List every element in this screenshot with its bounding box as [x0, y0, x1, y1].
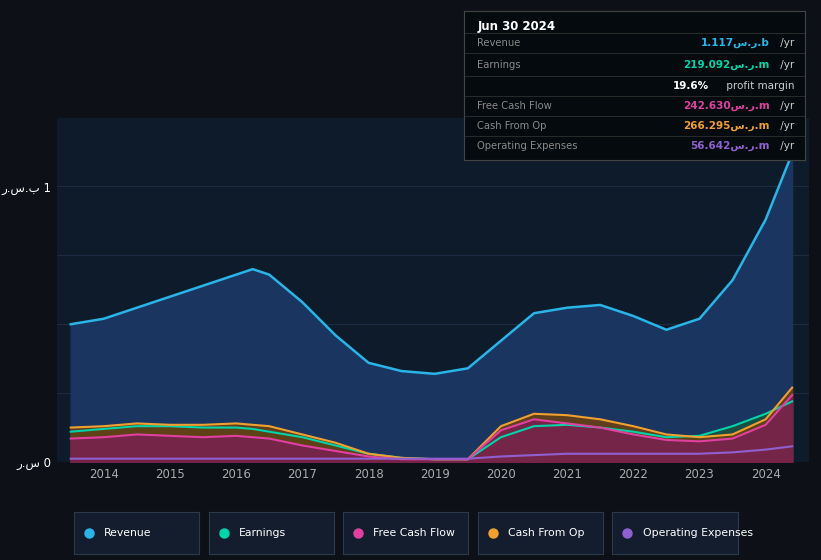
Text: /yr: /yr	[777, 38, 795, 48]
Text: Operating Expenses: Operating Expenses	[643, 529, 753, 538]
Text: 1.117س.ر.b: 1.117س.ر.b	[701, 38, 770, 48]
Text: 242.630س.ر.m: 242.630س.ر.m	[683, 101, 770, 111]
Text: /yr: /yr	[777, 141, 795, 151]
Text: /yr: /yr	[777, 101, 795, 111]
Text: Earnings: Earnings	[239, 529, 286, 538]
Text: 19.6%: 19.6%	[672, 81, 709, 91]
Text: Revenue: Revenue	[104, 529, 151, 538]
Text: /yr: /yr	[777, 59, 795, 69]
Text: Cash From Op: Cash From Op	[508, 529, 585, 538]
Text: Earnings: Earnings	[478, 59, 521, 69]
Text: 266.295س.ر.m: 266.295س.ر.m	[683, 121, 770, 132]
Text: 219.092س.ر.m: 219.092س.ر.m	[683, 59, 770, 70]
Text: Free Cash Flow: Free Cash Flow	[374, 529, 455, 538]
Text: 56.642س.ر.m: 56.642س.ر.m	[690, 141, 770, 151]
Text: Jun 30 2024: Jun 30 2024	[478, 20, 556, 33]
Text: Operating Expenses: Operating Expenses	[478, 141, 578, 151]
Text: Cash From Op: Cash From Op	[478, 121, 547, 131]
Text: /yr: /yr	[777, 121, 795, 131]
Text: Revenue: Revenue	[478, 38, 521, 48]
Text: Free Cash Flow: Free Cash Flow	[478, 101, 553, 111]
Text: profit margin: profit margin	[722, 81, 795, 91]
